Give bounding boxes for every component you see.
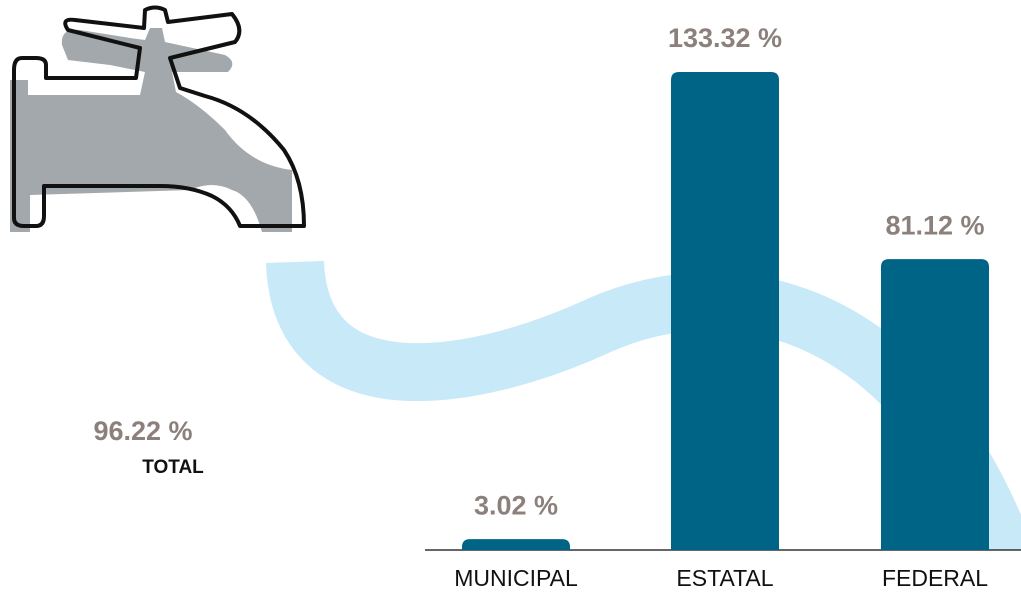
- total-label: TOTAL: [142, 457, 204, 478]
- tap-icon: [10, 5, 306, 232]
- value-label: 81.12 %: [885, 210, 984, 240]
- x-tick-label: ESTATAL: [676, 565, 773, 591]
- value-label: 3.02 %: [474, 490, 558, 520]
- x-tick-label: FEDERAL: [882, 565, 988, 591]
- bar: [462, 539, 570, 550]
- bar: [881, 259, 989, 550]
- x-tick-label: MUNICIPAL: [454, 565, 578, 591]
- bar: [671, 72, 779, 550]
- value-label: 133.32 %: [668, 23, 782, 53]
- total-value: 96.22 %: [93, 416, 192, 446]
